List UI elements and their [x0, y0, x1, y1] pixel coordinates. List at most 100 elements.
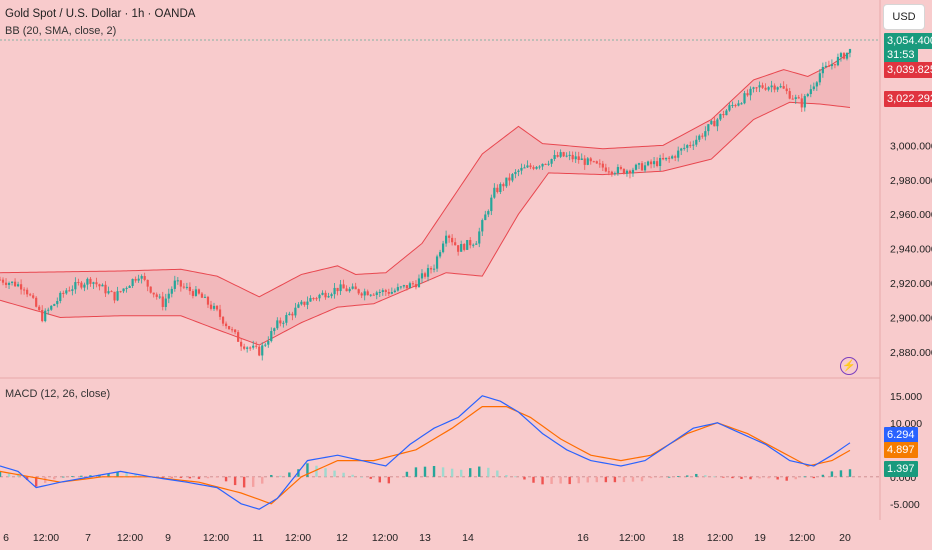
- macd-histogram-bar: [523, 476, 526, 480]
- candle: [357, 288, 360, 296]
- currency-button[interactable]: USD: [883, 4, 925, 30]
- candle-body: [821, 66, 824, 74]
- candle-body: [405, 285, 409, 289]
- macd-histogram-bar: [604, 476, 608, 483]
- candle: [514, 169, 517, 179]
- macd-label[interactable]: MACD (12, 26, close): [5, 388, 111, 400]
- time-axis[interactable]: 6 12:00 7 12:00 9 12:00 11 12:00 12 12:00 13 14 16 12…: [3, 532, 851, 544]
- candle-body: [505, 177, 508, 187]
- macd-histogram-bar: [270, 475, 273, 477]
- candle: [517, 169, 520, 177]
- candle-body: [767, 87, 770, 90]
- candle-body: [336, 287, 339, 292]
- candle: [435, 254, 439, 272]
- candle-body: [547, 163, 550, 165]
- macd-histogram-bar: [98, 474, 101, 477]
- candle: [776, 86, 779, 93]
- candle: [652, 157, 656, 168]
- candle-body: [800, 98, 803, 108]
- macd-histogram-bar: [324, 468, 327, 477]
- candle-body: [300, 301, 303, 305]
- candle-body: [794, 97, 797, 99]
- candle: [577, 151, 580, 164]
- candle: [146, 279, 149, 292]
- candle-body: [23, 289, 26, 291]
- macd-histogram-bar: [532, 476, 535, 483]
- candle-body: [158, 296, 161, 298]
- candle-body: [559, 152, 562, 157]
- symbol-title[interactable]: Gold Spot / U.S. Dollar · 1h · OANDA: [5, 8, 196, 20]
- bollinger-bands-label[interactable]: BB (20, SMA, close, 2): [5, 25, 117, 37]
- candle-body: [104, 284, 107, 294]
- candle-body: [1, 279, 5, 283]
- candle: [797, 95, 800, 99]
- candle-body: [149, 286, 152, 293]
- candle: [221, 316, 225, 327]
- candle-body: [258, 346, 261, 356]
- candle: [173, 275, 176, 292]
- candle: [728, 102, 731, 112]
- candle-body: [435, 256, 439, 269]
- macd-histogram-bar: [496, 470, 499, 477]
- macd-histogram-bar: [613, 476, 617, 483]
- candle: [59, 291, 62, 304]
- signal-line: [0, 406, 851, 505]
- candle: [607, 167, 610, 176]
- macd-histogram-bar: [595, 476, 599, 483]
- candle: [68, 286, 71, 292]
- candle-body: [598, 163, 601, 165]
- candle-body: [119, 291, 122, 293]
- candle: [224, 321, 228, 329]
- candle-body: [140, 276, 143, 279]
- candle-body: [110, 291, 113, 293]
- candle: [291, 311, 294, 321]
- candle: [414, 280, 418, 290]
- candle-body: [215, 305, 219, 310]
- candle: [16, 281, 20, 288]
- candle: [62, 290, 65, 298]
- candle: [237, 330, 240, 342]
- candle-body: [517, 170, 520, 172]
- candle: [544, 163, 547, 166]
- candle-body: [279, 320, 282, 324]
- candle-body: [553, 155, 556, 160]
- candle-body: [339, 284, 342, 292]
- candle: [469, 237, 472, 249]
- price-pane: [0, 48, 852, 361]
- lightning-icon[interactable]: ⚡: [840, 357, 858, 375]
- candle: [143, 272, 146, 282]
- candle: [32, 293, 35, 300]
- candle-body: [797, 97, 800, 99]
- candle: [56, 297, 59, 308]
- price-axis[interactable]: 3,000.000 2,980.000 2,960.000 2,940.000 2,92…: [890, 140, 932, 359]
- candle: [755, 87, 758, 92]
- candle: [559, 149, 562, 159]
- candle-body: [556, 155, 559, 157]
- histogram-value-tag: 1.397: [884, 461, 918, 477]
- macd-histogram-bar: [487, 467, 490, 477]
- candle-body: [830, 64, 834, 67]
- candle: [655, 157, 659, 168]
- bb-lower-line: [0, 101, 851, 346]
- candle-body: [478, 231, 481, 244]
- candle: [589, 156, 592, 165]
- candle-body: [50, 305, 53, 310]
- macd-histogram-bar: [261, 476, 264, 484]
- macd-histogram-bar: [369, 476, 372, 479]
- candle: [622, 168, 626, 175]
- candle: [812, 82, 815, 91]
- macd-tick-label: 10.000: [890, 418, 922, 430]
- macd-histogram-bar: [469, 468, 472, 477]
- candle: [273, 327, 276, 335]
- candle-body: [411, 283, 415, 285]
- candle-body: [463, 244, 466, 250]
- candle-body: [770, 85, 773, 88]
- macd-histogram-bar: [731, 476, 734, 479]
- candle: [354, 282, 357, 290]
- macd-histogram-bar: [80, 475, 83, 477]
- candle: [13, 278, 17, 288]
- candle: [288, 311, 291, 316]
- candle-body: [788, 91, 791, 99]
- candle-body: [749, 88, 752, 96]
